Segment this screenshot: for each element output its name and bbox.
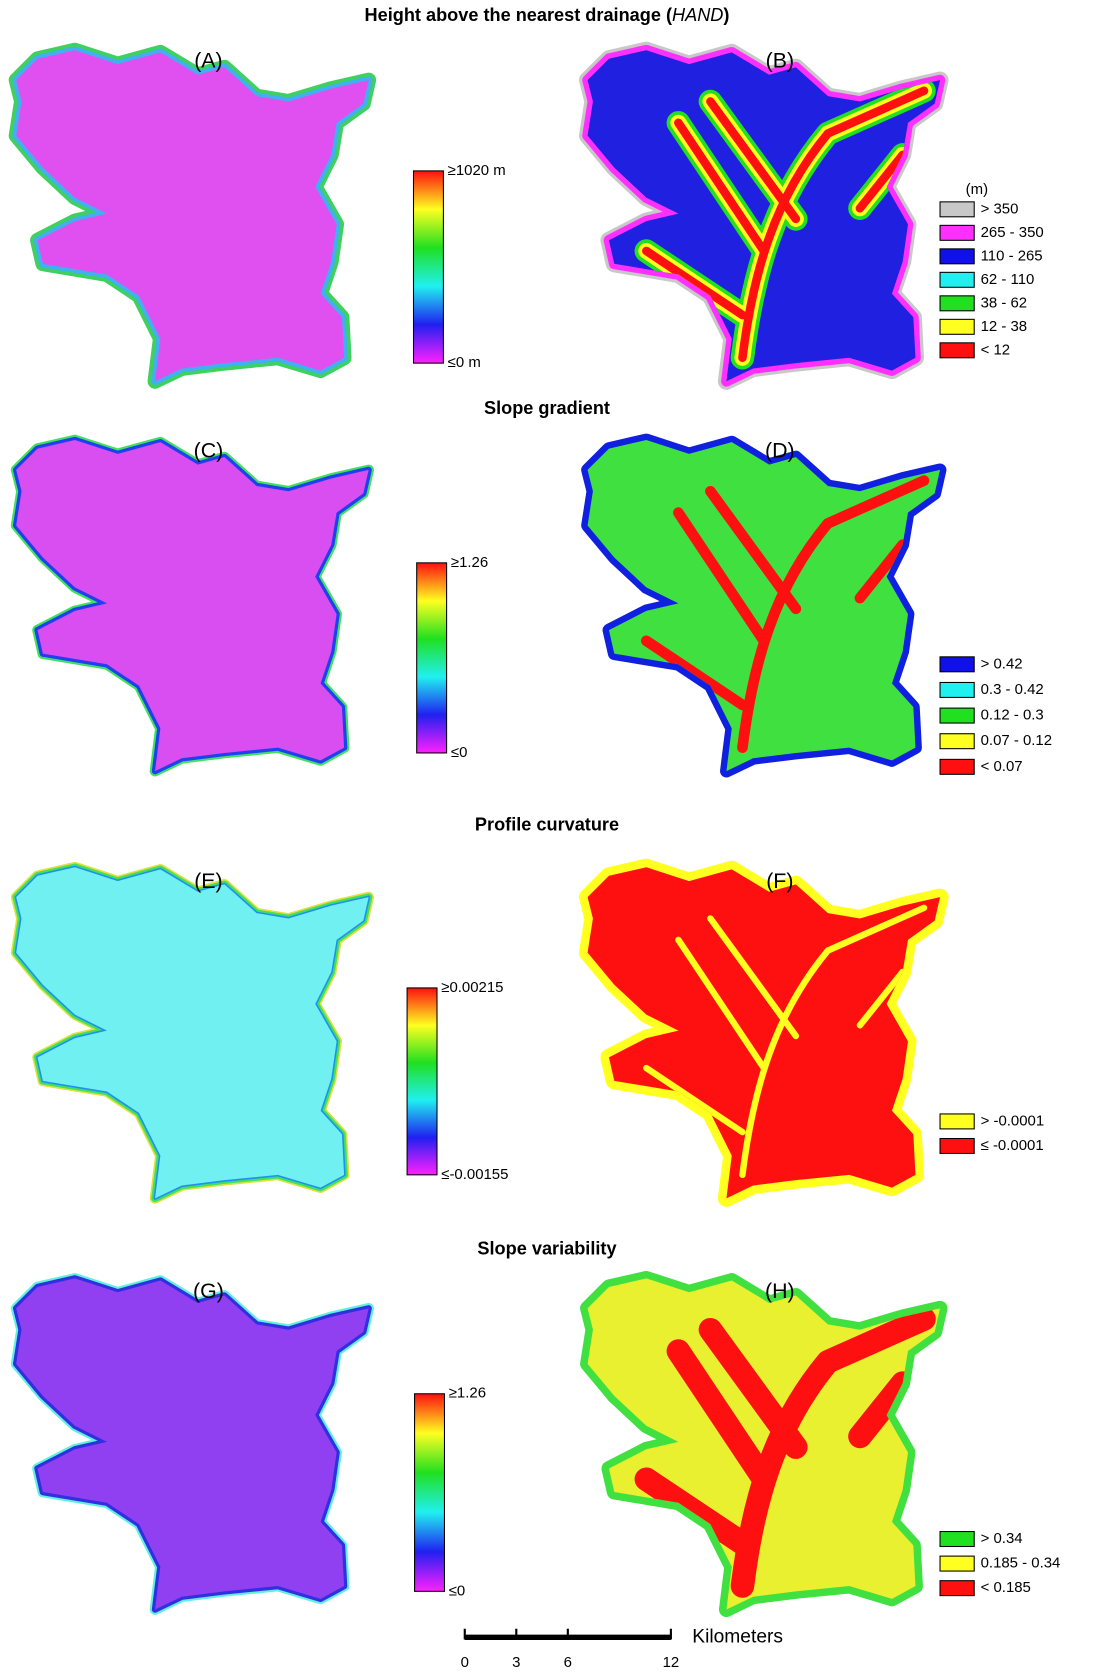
title-part: Slope gradient [484,398,610,418]
legend-swatch [940,272,974,287]
legend-label: > -0.0001 [981,1112,1045,1129]
legend-label: 110 - 265 [981,247,1043,264]
panel-label: (D) [765,438,795,462]
panel-label: (C) [194,438,224,462]
colorbar [407,988,437,1175]
scale-tick-label: 12 [663,1654,680,1671]
colorbar [417,563,447,753]
colorbar-min: ≤0 [451,744,468,761]
legend-label: 0.185 - 0.34 [981,1555,1061,1572]
map-body [16,1278,368,1609]
legend-swatch [940,1532,974,1547]
legend-label: > 350 [981,200,1019,217]
legend-label: > 0.42 [981,655,1023,672]
scale-tick-label: 6 [564,1654,572,1671]
legend-swatch [940,343,974,358]
map [16,867,368,1198]
legend-label: 265 - 350 [981,224,1044,241]
scale-tick-label: 3 [512,1654,520,1671]
title-part: ) [723,5,729,25]
colorbar [413,171,443,363]
legend-swatch [940,225,974,240]
figure: Height above the nearest drainage (HAND)… [0,0,1094,1680]
legend-label: 0.3 - 0.42 [981,681,1044,698]
legend-label: < 12 [981,341,1011,358]
title-part: HAND [672,5,723,25]
colorbar-min: ≤-0.00155 [441,1166,508,1183]
legend-swatch [940,1139,974,1154]
title-part: Profile curvature [475,814,619,834]
colorbar-max: ≥1020 m [448,162,506,179]
legend-label: > 0.34 [981,1530,1023,1547]
title-part: Height above the nearest drainage ( [365,5,673,25]
map [588,50,940,381]
legend-swatch [940,1114,974,1129]
panel-label: (E) [194,869,222,893]
legend-swatch [940,319,974,334]
section-title: Slope gradient [484,398,610,418]
colorbar-max: ≥1.26 [449,1385,486,1402]
legend-swatch [940,657,974,672]
map [16,1278,368,1609]
map [588,440,940,771]
map-body [588,440,940,771]
legend-label: 12 - 38 [981,318,1028,335]
map-body [16,867,368,1198]
section-title: Profile curvature [475,814,619,834]
map [588,1278,940,1609]
scale-tick-label: 0 [461,1654,469,1671]
legend-label: < 0.185 [981,1579,1031,1596]
section-title: Slope variability [477,1238,616,1258]
legend-swatch [940,1581,974,1596]
panel-label: (H) [765,1279,795,1303]
legend-label: ≤ -0.0001 [981,1137,1044,1154]
legend-label: < 0.07 [981,758,1023,775]
legend-swatch [940,759,974,774]
panel-label: (G) [193,1279,224,1303]
legend-swatch [940,249,974,264]
colorbar-max: ≥0.00215 [441,979,503,996]
legend-swatch [940,296,974,311]
legend-title: (m) [966,181,988,198]
map [588,867,940,1198]
legend-label: 38 - 62 [981,294,1028,311]
colorbar-max: ≥1.26 [451,554,488,571]
map [16,440,368,771]
panel-label: (B) [766,49,794,73]
colorbar-min: ≤0 m [448,354,481,371]
panel-label: (F) [766,869,793,893]
legend-swatch [940,734,974,749]
legend-swatch [940,682,974,697]
page: Height above the nearest drainage (HAND)… [0,0,1094,1680]
legend-swatch [940,202,974,217]
title-part: Slope variability [477,1238,616,1258]
legend-label: 62 - 110 [981,271,1035,288]
legend-label: 0.07 - 0.12 [981,732,1052,749]
map-body [16,440,368,771]
legend-swatch [940,708,974,723]
scale-unit: Kilometers [692,1626,783,1647]
colorbar-min: ≤0 [449,1582,466,1599]
legend-label: 0.12 - 0.3 [981,707,1044,724]
section-title: Height above the nearest drainage (HAND) [365,5,730,25]
panel-label: (A) [194,49,222,73]
map [16,50,368,381]
colorbar [415,1394,445,1592]
legend-swatch [940,1556,974,1571]
